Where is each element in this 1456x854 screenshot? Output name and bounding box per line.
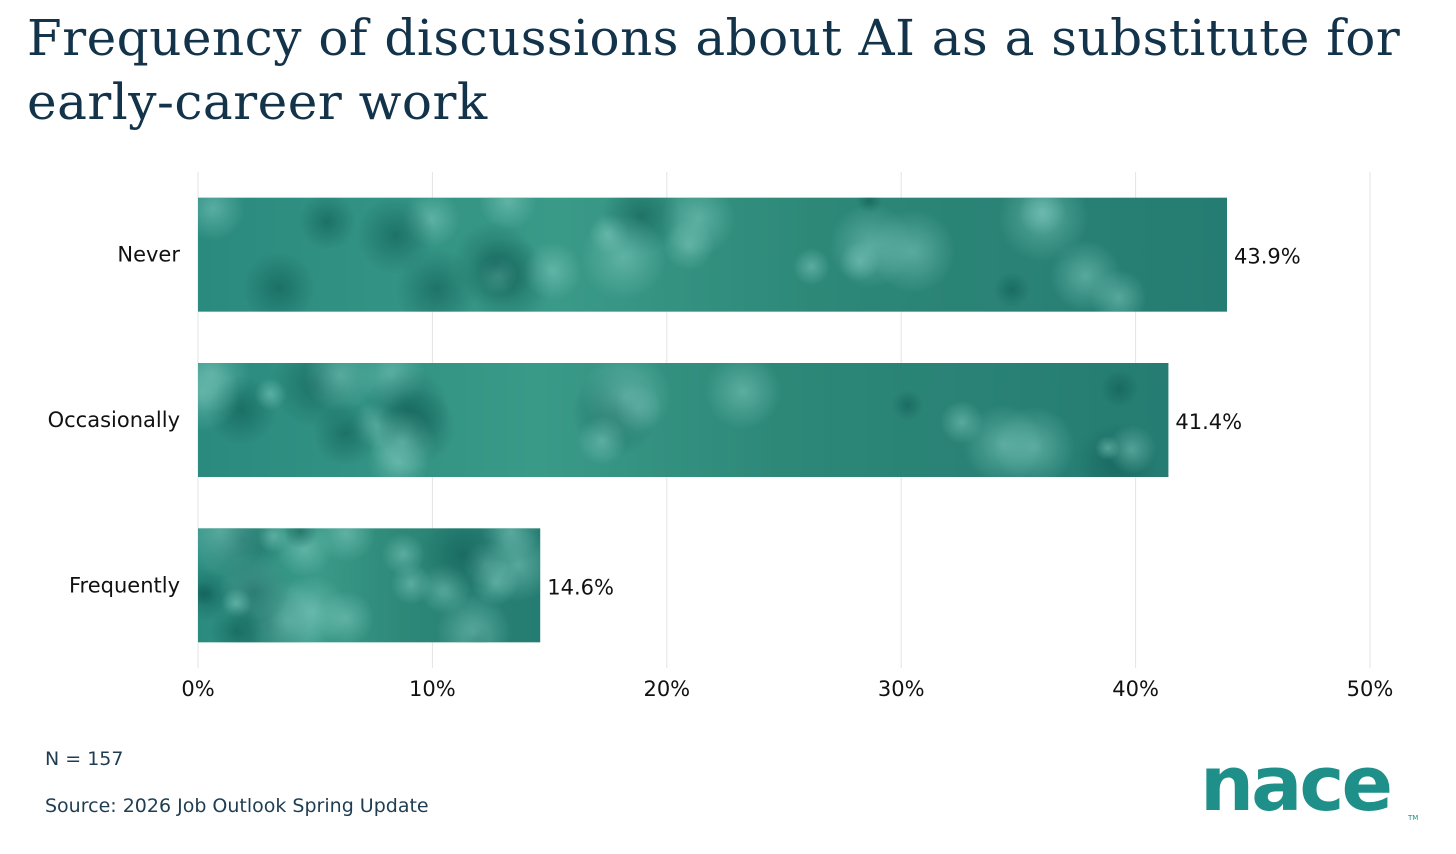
svg-text:TM: TM [1407, 814, 1418, 822]
nace-logo: nace TM [1200, 752, 1418, 824]
chart-title: Frequency of discussions about AI as a s… [27, 9, 1401, 131]
label-layer: 0% 10% 20% 30% 40% 50% Never 43.9% Occasionally 4… [48, 243, 1394, 701]
bar-chart: 0% 10% 20% 30% 40% 50% Never 43.9% Occasionally 4… [48, 172, 1394, 701]
x-tick-label: 50% [1347, 677, 1394, 701]
value-label: 43.9% [1234, 245, 1301, 269]
sample-size-note: N = 157 [45, 748, 124, 770]
x-tick-label: 0% [181, 677, 214, 701]
source-note: Source: 2026 Job Outlook Spring Update [45, 795, 429, 817]
logo-text: nace [1200, 752, 1390, 824]
category-label: Frequently [69, 573, 180, 597]
bar-texture [198, 528, 541, 643]
x-tick-label: 10% [409, 677, 456, 701]
bar-texture [198, 197, 1147, 312]
value-label: 14.6% [547, 575, 614, 599]
x-tick-label: 40% [1112, 677, 1159, 701]
bar-texture [198, 363, 1159, 477]
bar-group [198, 197, 1228, 312]
bar-layer [198, 197, 1228, 643]
value-label: 41.4% [1175, 410, 1242, 434]
category-label: Never [117, 243, 180, 267]
bar-group [198, 363, 1169, 477]
bar-group [198, 528, 541, 643]
category-label: Occasionally [48, 408, 180, 432]
x-tick-label: 20% [643, 677, 690, 701]
x-tick-label: 30% [878, 677, 925, 701]
